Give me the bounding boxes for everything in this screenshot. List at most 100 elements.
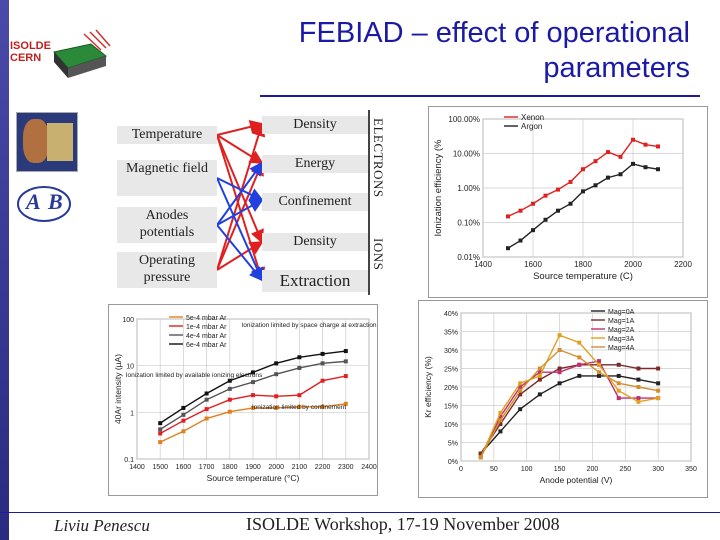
- effect-extraction: Extraction: [262, 270, 368, 292]
- effect-ion-density: Density: [262, 233, 368, 251]
- data-point: [643, 165, 648, 170]
- data-point: [297, 393, 302, 398]
- series-line-mag-4a: [480, 349, 659, 458]
- data-point: [343, 359, 348, 364]
- x-tick-label: 1600: [176, 464, 192, 471]
- data-point: [320, 361, 325, 366]
- y-axis-label: 40Ar intensity (µA): [113, 354, 123, 424]
- data-point: [618, 172, 623, 177]
- data-point: [636, 377, 641, 382]
- label-electrons: ELECTRONS: [371, 118, 386, 198]
- title-line-1: FEBIAD – effect of operational: [298, 17, 690, 49]
- data-point: [606, 150, 610, 155]
- footer-author: Liviu Penescu: [54, 516, 150, 535]
- data-point: [531, 201, 535, 206]
- page-title: FEBIAD – effect of operational parameter…: [240, 16, 690, 86]
- chart-annotation: Ionization limited by confinement: [252, 404, 346, 411]
- data-point: [631, 137, 635, 142]
- data-point: [297, 404, 302, 409]
- data-point: [616, 373, 621, 378]
- footer-event: ISOLDE Workshop, 17-19 November 2008: [246, 514, 560, 534]
- data-point: [618, 154, 623, 159]
- param-temperature: Temperature: [117, 126, 217, 144]
- y-tick-label: 0%: [448, 459, 458, 466]
- data-point: [577, 340, 582, 345]
- data-point: [158, 427, 163, 432]
- effect-electron-density: Density: [262, 116, 368, 134]
- data-point: [531, 228, 535, 233]
- data-point: [543, 217, 548, 222]
- series-line-mag-2a: [480, 360, 659, 458]
- legend-label: Mag=4A: [608, 345, 635, 352]
- data-point: [593, 159, 598, 164]
- param-operating-pressure: Operating pressure: [117, 252, 217, 288]
- y-tick-label: 35%: [444, 330, 458, 337]
- chart-ionization-efficiency: 1400 1600 1800 2000 2200 100.00% 10.00% 1.00% 0.…: [428, 106, 708, 298]
- data-point: [297, 365, 302, 370]
- data-point: [506, 246, 510, 251]
- data-point: [643, 142, 648, 147]
- data-point: [227, 397, 232, 402]
- data-point: [181, 418, 186, 423]
- y-tick-label: 100: [122, 317, 134, 324]
- y-tick-label: 15%: [444, 404, 458, 411]
- data-point: [597, 373, 601, 378]
- y-tick-label: 0.01%: [457, 253, 480, 262]
- x-tick-label: 2400: [361, 464, 377, 471]
- legend-label: 4e-4 mbar Ar: [186, 333, 227, 340]
- x-tick-label: 300: [652, 466, 664, 473]
- y-tick-label: 25%: [444, 367, 458, 374]
- data-point: [577, 355, 582, 360]
- x-tick-label: 100: [521, 466, 533, 473]
- data-point: [251, 370, 255, 375]
- data-point: [568, 201, 573, 206]
- data-point: [557, 366, 562, 371]
- y-tick-label: 5%: [448, 441, 458, 448]
- ab-logo: A B: [16, 185, 72, 223]
- legend-label: 6e-4 mbar Ar: [186, 342, 227, 349]
- y-tick-label: 10%: [444, 422, 458, 429]
- legend-label: Argon: [521, 122, 542, 131]
- y-tick-label: 0.1: [124, 457, 134, 464]
- legend-label: 1e-4 mbar Ar: [186, 324, 227, 331]
- y-tick-label: 0.10%: [457, 219, 480, 228]
- data-point: [597, 370, 601, 375]
- data-point: [606, 175, 610, 180]
- effect-energy: Energy: [262, 155, 368, 173]
- data-point: [656, 167, 660, 172]
- data-point: [343, 349, 348, 354]
- param-anodes-potentials: Anodes potentials: [117, 207, 217, 243]
- x-tick-label: 250: [619, 466, 631, 473]
- x-tick-label: 2200: [315, 464, 331, 471]
- x-tick-label: 2300: [338, 464, 354, 471]
- data-point: [656, 366, 661, 371]
- x-tick-label: 1400: [474, 260, 492, 269]
- series-line-mag-1a: [480, 364, 659, 454]
- isolde-logo-line2: CERN: [10, 52, 42, 64]
- data-point: [204, 407, 209, 412]
- chart-ar-intensity: 1400 1500 1600 1700 1800 1900 2000 2100 2200 2300…: [108, 304, 378, 496]
- data-point: [506, 214, 510, 219]
- data-point: [518, 381, 523, 386]
- data-point: [537, 392, 542, 397]
- footer-rule: [0, 512, 720, 513]
- x-tick-label: 1600: [524, 260, 542, 269]
- data-point: [636, 396, 641, 401]
- left-accent-bar: [0, 0, 9, 540]
- data-point: [557, 333, 562, 338]
- group-divider: [368, 110, 370, 295]
- data-point: [593, 183, 598, 188]
- title-line-2: parameters: [543, 52, 690, 84]
- data-point: [343, 401, 348, 406]
- x-tick-label: 1700: [199, 464, 215, 471]
- legend-label: Xenon: [521, 113, 544, 122]
- isolde-logo-line1: ISOLDE: [10, 40, 51, 52]
- data-point: [498, 429, 503, 434]
- data-point: [616, 388, 621, 393]
- y-tick-label: 1: [130, 410, 134, 417]
- data-point: [636, 385, 641, 389]
- data-point: [251, 393, 255, 398]
- data-point: [498, 410, 503, 415]
- series-line-mag-3a: [480, 334, 659, 458]
- data-point: [556, 187, 560, 192]
